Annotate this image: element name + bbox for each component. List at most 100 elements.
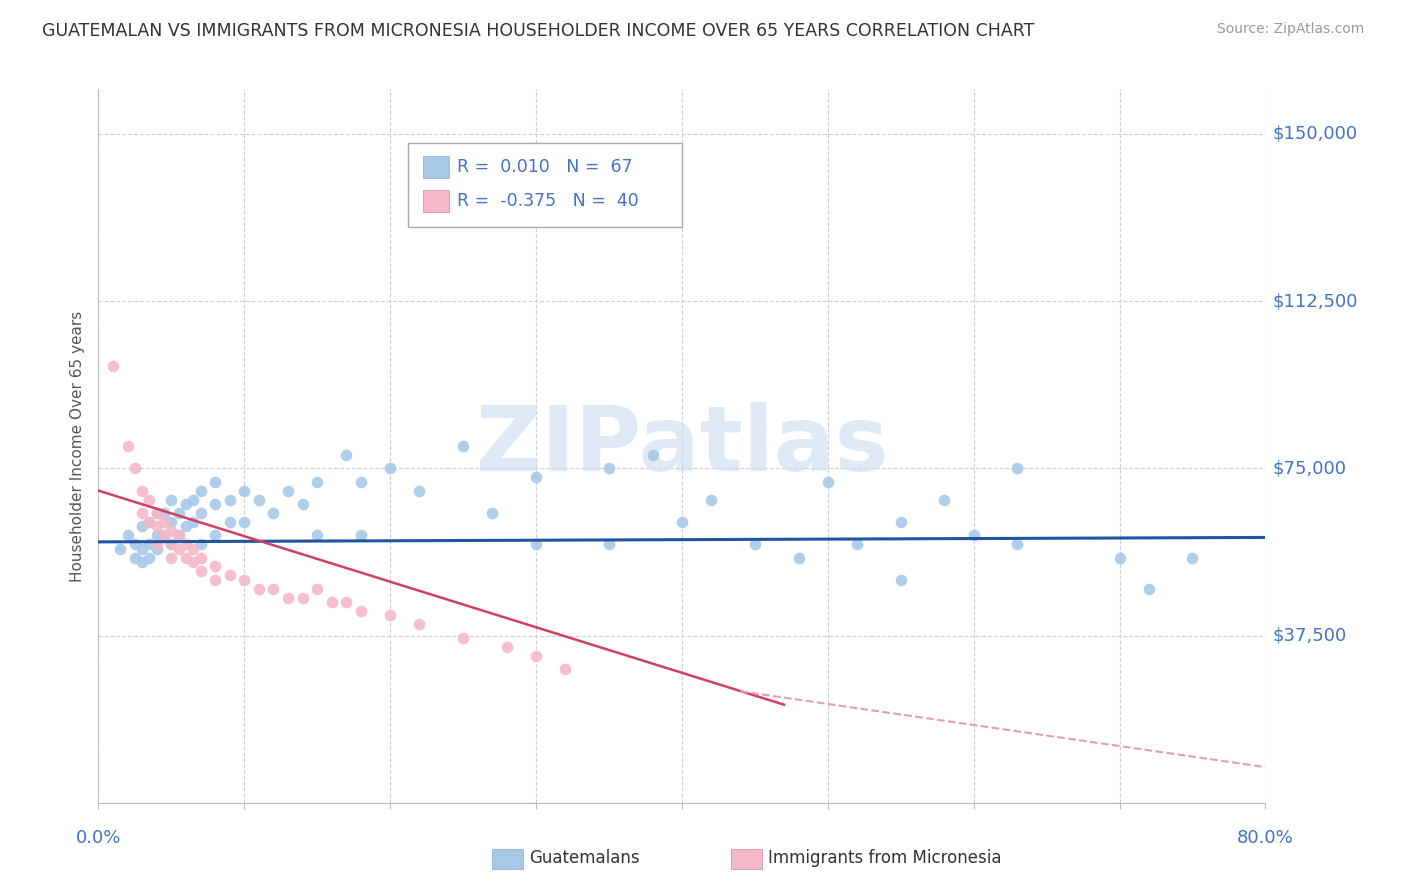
Point [174,550,197,565]
Point [554,662,576,676]
Point [307,475,329,489]
Point [190,550,212,565]
Point [262,582,284,596]
Point [131,506,153,520]
Point [233,483,256,498]
Point [124,461,146,475]
Point [117,528,139,542]
Text: $37,500: $37,500 [1272,626,1347,645]
Point [138,515,160,529]
Text: 0.0%: 0.0% [76,829,121,847]
Y-axis label: Householder Income Over 65 years: Householder Income Over 65 years [70,310,86,582]
Point [350,604,373,618]
Point [291,591,314,605]
Point [700,492,723,507]
Point [190,564,212,578]
Point [233,573,256,587]
Point [890,515,912,529]
Point [160,537,183,551]
Point [167,528,190,542]
Point [934,492,956,507]
Point [204,573,226,587]
Point [277,591,299,605]
Point [204,528,226,542]
Point [218,515,240,529]
Point [138,537,160,551]
Text: $75,000: $75,000 [1272,459,1347,477]
Point [174,519,197,533]
Point [181,541,204,556]
Point [167,528,190,542]
Point [181,515,204,529]
Point [153,528,176,542]
Point [146,528,169,542]
Point [160,537,183,551]
Point [817,475,839,489]
Point [307,582,329,596]
Text: 80.0%: 80.0% [1237,829,1294,847]
Point [378,461,402,475]
Point [247,582,270,596]
Point [408,483,430,498]
Point [524,648,547,663]
Point [174,537,197,551]
Point [153,528,176,542]
Point [321,595,343,609]
Point [568,211,591,226]
Point [335,448,357,462]
Point [378,608,402,623]
Point [138,492,160,507]
Point [167,541,190,556]
Text: ZIPatlas: ZIPatlas [475,402,889,490]
Point [160,524,183,538]
Text: Immigrants from Micronesia: Immigrants from Micronesia [768,849,1001,867]
Text: $112,500: $112,500 [1272,292,1358,310]
Point [204,497,226,511]
Point [350,475,373,489]
Point [146,506,169,520]
Point [787,550,810,565]
Point [181,492,204,507]
Point [233,515,256,529]
Point [190,506,212,520]
Point [598,537,620,551]
Point [204,559,226,574]
Point [190,483,212,498]
Point [845,537,868,551]
Point [190,537,212,551]
Point [524,470,547,484]
Point [350,528,373,542]
Point [153,506,176,520]
Point [131,555,153,569]
Point [408,617,430,632]
Point [146,537,169,551]
Point [131,519,153,533]
Point [131,541,153,556]
Point [146,541,169,556]
Point [138,550,160,565]
Point [167,506,190,520]
Point [495,640,517,654]
Point [160,550,183,565]
Text: R =  -0.375   N =  40: R = -0.375 N = 40 [457,192,638,210]
Point [204,475,226,489]
Point [277,483,299,498]
Point [1181,550,1204,565]
Text: Guatemalans: Guatemalans [529,849,640,867]
Point [451,631,474,645]
Point [641,448,664,462]
Point [1137,582,1160,596]
Point [146,519,169,533]
Point [671,515,693,529]
Point [218,568,240,582]
Point [117,439,139,453]
Point [153,515,176,529]
Point [160,492,183,507]
Text: R =  0.010   N =  67: R = 0.010 N = 67 [457,158,633,176]
Point [890,573,912,587]
Point [1007,537,1029,551]
Point [131,483,153,498]
Point [451,439,474,453]
Point [307,528,329,542]
Point [181,555,204,569]
